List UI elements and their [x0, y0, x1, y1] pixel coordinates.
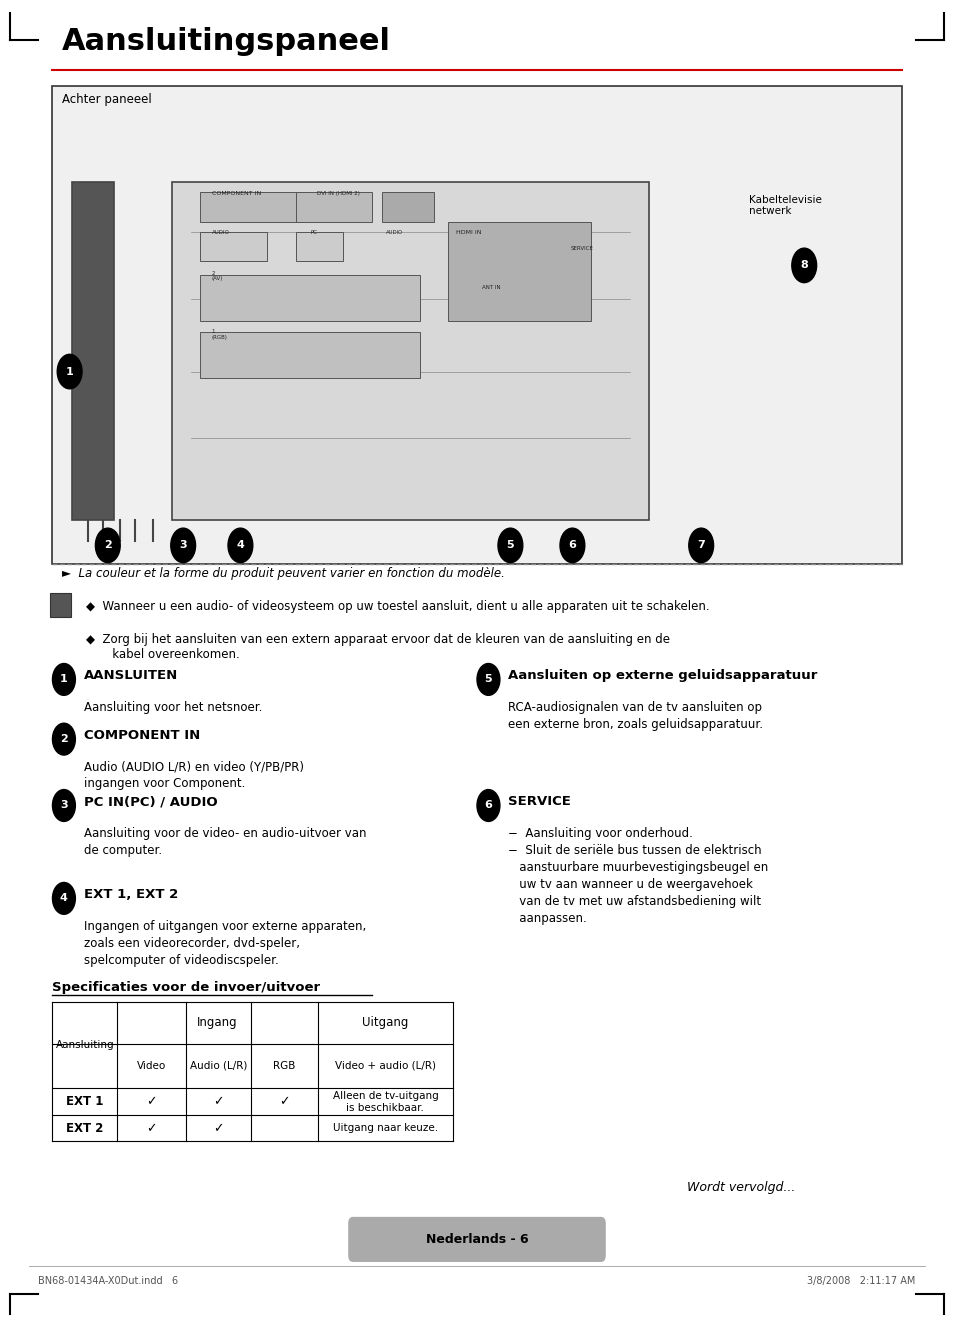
Text: Aansluiting: Aansluiting — [55, 1040, 114, 1050]
Circle shape — [95, 528, 120, 563]
FancyBboxPatch shape — [200, 232, 267, 261]
Text: Uitgang: Uitgang — [362, 1016, 408, 1030]
Text: Uitgang naar keuze.: Uitgang naar keuze. — [333, 1124, 437, 1133]
Text: Aansluiting voor de video- en audio-uitvoer van
de computer.: Aansluiting voor de video- en audio-uitv… — [84, 827, 366, 857]
Text: SERVICE: SERVICE — [508, 795, 571, 808]
FancyBboxPatch shape — [50, 593, 71, 617]
Text: DVI IN (HDMI 2): DVI IN (HDMI 2) — [316, 191, 359, 196]
Text: ►  La couleur et la forme du produit peuvent varier en fonction du modèle.: ► La couleur et la forme du produit peuv… — [62, 567, 504, 580]
Circle shape — [476, 790, 499, 821]
Text: 5: 5 — [484, 674, 492, 685]
Text: Nederlands - 6: Nederlands - 6 — [425, 1233, 528, 1246]
FancyBboxPatch shape — [200, 192, 305, 222]
Text: EXT 1: EXT 1 — [66, 1095, 104, 1108]
Text: PC IN(PC) / AUDIO: PC IN(PC) / AUDIO — [84, 795, 217, 808]
FancyBboxPatch shape — [295, 192, 372, 222]
Circle shape — [52, 882, 75, 914]
Text: 4: 4 — [60, 893, 68, 904]
Text: Video: Video — [137, 1062, 166, 1071]
Text: ◆  Zorg bij het aansluiten van een extern apparaat ervoor dat de kleuren van de : ◆ Zorg bij het aansluiten van een extern… — [86, 633, 669, 661]
Text: Alleen de tv-uitgang
is beschikbaar.: Alleen de tv-uitgang is beschikbaar. — [333, 1091, 437, 1113]
Text: ✓: ✓ — [146, 1121, 157, 1135]
Text: BN68-01434A-X0Dut.indd   6: BN68-01434A-X0Dut.indd 6 — [38, 1275, 178, 1286]
Text: ✓: ✓ — [213, 1095, 224, 1108]
Text: Video + audio (L/R): Video + audio (L/R) — [335, 1062, 436, 1071]
Text: 6: 6 — [484, 800, 492, 811]
FancyBboxPatch shape — [381, 192, 434, 222]
Text: −  Aansluiting voor onderhoud.
−  Sluit de seriële bus tussen de elektrisch
   a: − Aansluiting voor onderhoud. − Sluit de… — [508, 827, 768, 925]
FancyBboxPatch shape — [200, 275, 419, 321]
Text: HDMI IN: HDMI IN — [456, 230, 481, 235]
Text: Kabeltelevisie
netwerk: Kabeltelevisie netwerk — [748, 195, 821, 216]
Text: 3: 3 — [179, 540, 187, 551]
Text: Aansluitingspaneel: Aansluitingspaneel — [62, 27, 391, 56]
Text: ◆  Wanneer u een audio- of videosysteem op uw toestel aansluit, dient u alle app: ◆ Wanneer u een audio- of videosysteem o… — [86, 600, 709, 613]
Text: Audio (AUDIO L/R) en video (Y/PB/PR)
ingangen voor Component.: Audio (AUDIO L/R) en video (Y/PB/PR) ing… — [84, 760, 304, 791]
Text: SERVICE: SERVICE — [570, 245, 593, 251]
Text: 3/8/2008   2:11:17 AM: 3/8/2008 2:11:17 AM — [806, 1275, 915, 1286]
Text: AUDIO: AUDIO — [386, 230, 403, 235]
Text: Audio (L/R): Audio (L/R) — [190, 1062, 247, 1071]
Text: Achter paneeel: Achter paneeel — [62, 93, 152, 106]
Circle shape — [57, 354, 82, 389]
Text: EXT 1, EXT 2: EXT 1, EXT 2 — [84, 888, 178, 901]
Text: 2
(AV): 2 (AV) — [212, 271, 223, 281]
Text: 7: 7 — [697, 540, 704, 551]
Text: AANSLUITEN: AANSLUITEN — [84, 669, 178, 682]
Text: 1: 1 — [60, 674, 68, 685]
Text: Ingang: Ingang — [197, 1016, 237, 1030]
Text: 3: 3 — [60, 800, 68, 811]
Text: 5: 5 — [506, 540, 514, 551]
Text: 1: 1 — [66, 366, 73, 377]
Text: ✓: ✓ — [278, 1095, 290, 1108]
Text: RCA-audiosignalen van de tv aansluiten op
een externe bron, zoals geluidsapparat: RCA-audiosignalen van de tv aansluiten o… — [508, 701, 762, 731]
Text: PC: PC — [310, 230, 316, 235]
Circle shape — [497, 528, 522, 563]
Circle shape — [688, 528, 713, 563]
Text: 4: 4 — [236, 540, 244, 551]
Circle shape — [791, 248, 816, 283]
Circle shape — [476, 664, 499, 695]
FancyBboxPatch shape — [172, 182, 648, 520]
Text: 6: 6 — [568, 540, 576, 551]
Text: Specificaties voor de invoer/uitvoer: Specificaties voor de invoer/uitvoer — [52, 981, 320, 994]
Text: 2: 2 — [104, 540, 112, 551]
FancyBboxPatch shape — [71, 182, 114, 520]
FancyBboxPatch shape — [200, 332, 419, 378]
Circle shape — [52, 723, 75, 755]
FancyBboxPatch shape — [52, 86, 901, 564]
Circle shape — [171, 528, 195, 563]
Text: Ingangen of uitgangen voor externe apparaten,
zoals een videorecorder, dvd-spele: Ingangen of uitgangen voor externe appar… — [84, 920, 366, 966]
Text: Aansluiting voor het netsnoer.: Aansluiting voor het netsnoer. — [84, 701, 262, 714]
Text: 8: 8 — [800, 260, 807, 271]
Text: ✓: ✓ — [213, 1121, 224, 1135]
FancyBboxPatch shape — [295, 232, 343, 261]
Text: AUDIO: AUDIO — [212, 230, 230, 235]
Text: EXT 2: EXT 2 — [66, 1121, 104, 1135]
Text: RGB: RGB — [273, 1062, 295, 1071]
Text: Wordt vervolgd...: Wordt vervolgd... — [686, 1181, 795, 1194]
Text: Aansluiten op externe geluidsapparatuur: Aansluiten op externe geluidsapparatuur — [508, 669, 817, 682]
Text: 2: 2 — [60, 734, 68, 744]
Circle shape — [559, 528, 584, 563]
FancyBboxPatch shape — [348, 1217, 605, 1262]
Text: ANT IN: ANT IN — [481, 285, 500, 291]
Text: ✓: ✓ — [146, 1095, 157, 1108]
Text: COMPONENT IN: COMPONENT IN — [212, 191, 261, 196]
Text: 1
(RGB): 1 (RGB) — [212, 329, 228, 340]
Circle shape — [52, 664, 75, 695]
Text: COMPONENT IN: COMPONENT IN — [84, 729, 200, 742]
Circle shape — [228, 528, 253, 563]
Circle shape — [52, 790, 75, 821]
FancyBboxPatch shape — [448, 222, 591, 321]
